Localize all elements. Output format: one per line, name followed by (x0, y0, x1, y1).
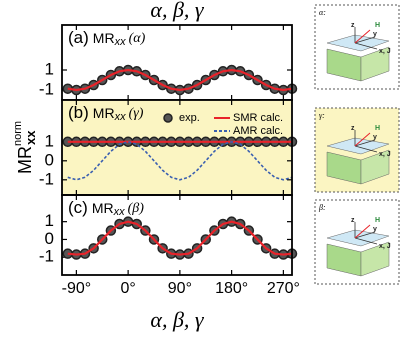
schematic-label: γ: (319, 111, 325, 120)
y-label-sub: xx (23, 130, 38, 145)
schematic-text: H (375, 217, 380, 224)
film-top (326, 137, 390, 155)
axis-arrow (354, 237, 378, 245)
x-tick-label: 270° (267, 280, 300, 297)
panel-letter: (c) (68, 198, 88, 217)
series-line (67, 68, 293, 92)
quantity: MR (93, 30, 115, 46)
schematic-text: z (351, 217, 355, 224)
quantity-sub: xx (114, 36, 127, 48)
x-axis-label: α, β, γ (150, 0, 205, 22)
panel-letter: (b) (68, 103, 89, 122)
substrate-side (360, 46, 390, 82)
quantity-sub: xx (114, 111, 127, 123)
panel-label: (a) MRxx (α) (68, 28, 146, 47)
field-arrow (354, 132, 371, 147)
x-tick-label: 90° (168, 280, 192, 297)
quantity: MR (93, 105, 115, 121)
schematic-text: x, J (379, 48, 391, 55)
y-axis-label-group: MRnormxx (12, 121, 39, 174)
film-top (326, 34, 390, 52)
axis-arrow (354, 145, 378, 153)
y-tick-label: 1 (45, 59, 54, 78)
legend-label: AMR calc. (233, 125, 283, 137)
series-line (67, 140, 293, 181)
quantity-param: (γ) (129, 106, 144, 121)
axis-arrow (354, 36, 376, 44)
y-tick-label: -1 (39, 169, 54, 188)
panel-letter: (a) (68, 28, 89, 47)
legend-label: SMR calc. (233, 112, 283, 124)
field-arrow (354, 29, 371, 44)
y-tick-label: 1 (45, 211, 54, 230)
film-top (326, 229, 390, 247)
substrate-side (360, 149, 390, 185)
x-tick-label: 180° (215, 280, 248, 297)
schematic-label: β: (318, 203, 326, 212)
y-tick-label: 0 (45, 150, 54, 169)
axis-arrow (354, 139, 376, 147)
legend-symbol (163, 113, 173, 123)
axis-arrow (354, 42, 378, 50)
y-tick-label: 1 (45, 131, 54, 150)
quantity-sub: xx (113, 206, 126, 218)
substrate-side (360, 241, 390, 277)
schematic-text: y (373, 134, 377, 141)
panel-label: (b) MRxx (γ) (68, 103, 144, 122)
series-line (67, 220, 293, 256)
schematic-label: α: (319, 8, 326, 17)
y-label-main: MR (15, 146, 35, 174)
y-tick-label: -1 (39, 247, 54, 266)
y-label-sup: norm (12, 121, 24, 146)
schematic-text: x, J (379, 151, 391, 158)
x-axis-label: α, β, γ (150, 307, 205, 332)
schematic-text: H (375, 125, 380, 132)
legend-label: exp. (179, 112, 200, 124)
y-tick-label: -1 (39, 79, 54, 98)
schematic-text: H (375, 22, 380, 29)
schematic-text: y (373, 226, 377, 233)
schematic-text: y (373, 31, 377, 38)
x-tick-label: -90° (62, 280, 92, 297)
field-arrow (354, 224, 371, 239)
panel-label: (c) MRxx (β) (68, 198, 144, 217)
quantity-param: (α) (129, 31, 146, 46)
schematic-text: z (351, 22, 355, 29)
schematic-text: x, J (379, 243, 391, 250)
schematic-text: z (351, 125, 355, 132)
quantity: MR (92, 200, 114, 216)
quantity-param: (β) (128, 201, 145, 216)
x-tick-label: 0° (120, 280, 135, 297)
y-tick-label: 0 (45, 229, 54, 248)
axis-arrow (354, 231, 376, 239)
panel-frame (61, 194, 293, 276)
y-axis-label: MRnormxx (12, 121, 39, 174)
